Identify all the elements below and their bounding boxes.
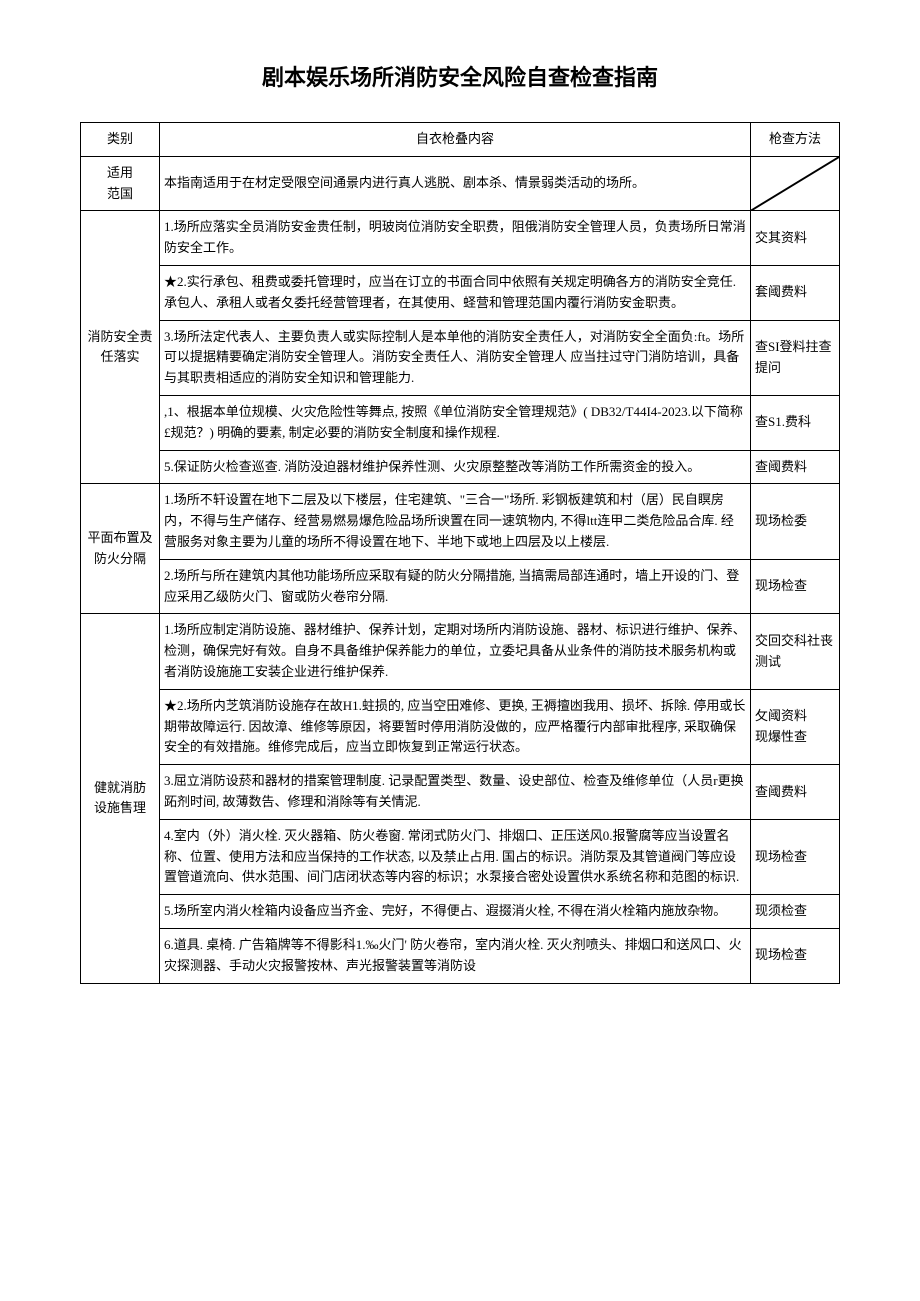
table-row: ,1、根据本单位规模、火灾危险性等舞点, 按照《单位消防安全管理规范》( DB3… xyxy=(81,395,840,450)
table-row: 3.屈立消防设菸和器材的措案管理制度. 记录配置类型、数量、设史部位、检查及维修… xyxy=(81,765,840,820)
table-row: 6.道具. 桌椅. 广告箱牌等不得影科1.‰火门' 防火卷帘，室内消火栓. 灭火… xyxy=(81,928,840,983)
inspection-table: 类别 自衣枪叠内容 枪查方法 适用 范国本指南适用于在材定受限空间通景内进行真人… xyxy=(80,122,840,984)
method-cell: 现场检查 xyxy=(751,559,840,614)
method-cell: 现须检查 xyxy=(751,895,840,929)
table-row: 5.场所室内消火栓箱内设备应当齐金、完好，不得便占、遐掇消火栓, 不得在消火栓箱… xyxy=(81,895,840,929)
content-cell: 本指南适用于在材定受限空间通景内进行真人逃脱、剧本杀、情景弱类活动的场所。 xyxy=(160,156,751,211)
category-cell: 平面布置及防火分隔 xyxy=(81,484,160,614)
category-cell: 适用 范国 xyxy=(81,156,160,211)
content-cell: ★2.实行承包、租费或委托管理时，应当在订立的书面合同中依照有关规定明确各方的消… xyxy=(160,265,751,320)
method-cell: 交其资料 xyxy=(751,211,840,266)
table-row: ★2.场所内芝筑消防设施存在故H1.蛀损的, 应当空田难修、更换, 王褥擅凼我用… xyxy=(81,689,840,764)
content-cell: 1.场所应落实全员消防安金贵任制，明玻岗位消防安全职费，阻俄消防安全管理人员，负… xyxy=(160,211,751,266)
header-category: 类别 xyxy=(81,123,160,157)
content-cell: 1.场所应制定消防设施、器材维护、保养计划，定期对场所内消防设施、器材、标识进行… xyxy=(160,614,751,689)
method-cell: 查阈费料 xyxy=(751,765,840,820)
category-cell: 消防安全责任落实 xyxy=(81,211,160,484)
table-row: 2.场所与所在建筑内其他功能场所应采取有疑的防火分隔措施, 当搞需局部连通时，墙… xyxy=(81,559,840,614)
table-row: 适用 范国本指南适用于在材定受限空间通景内进行真人逃脱、剧本杀、情景弱类活动的场… xyxy=(81,156,840,211)
content-cell: 3.场所法定代表人、主要负责人或实际控制人是本单他的消防安全责任人，对消防安全全… xyxy=(160,320,751,395)
table-row: 4.室内（外）消火栓. 灭火器箱、防火卷窗. 常闭式防火门、排烟口、正压送风0.… xyxy=(81,819,840,894)
method-cell: 现场检委 xyxy=(751,484,840,559)
method-cell: 套阈费料 xyxy=(751,265,840,320)
page-title: 剧本娱乐场所消防安全风险自查检查指南 xyxy=(80,60,840,92)
category-cell: 健就消肪 设施售理 xyxy=(81,614,160,983)
method-cell: 攵阈资料 现爆性查 xyxy=(751,689,840,764)
method-cell: 交回交科社丧测试 xyxy=(751,614,840,689)
content-cell: 3.屈立消防设菸和器材的措案管理制度. 记录配置类型、数量、设史部位、检查及维修… xyxy=(160,765,751,820)
method-cell: 查阈费料 xyxy=(751,450,840,484)
table-row: 5.保证防火检查巡查. 消防没迫器材维护保养性测、火灾原整整改等消防工作所需资金… xyxy=(81,450,840,484)
content-cell: 5.保证防火检查巡查. 消防没迫器材维护保养性测、火灾原整整改等消防工作所需资金… xyxy=(160,450,751,484)
content-cell: 2.场所与所在建筑内其他功能场所应采取有疑的防火分隔措施, 当搞需局部连通时，墙… xyxy=(160,559,751,614)
table-row: 平面布置及防火分隔1.场所不轩设置在地下二层及以下楼层，住宅建筑、"三合一"场所… xyxy=(81,484,840,559)
method-cell: 现场检查 xyxy=(751,819,840,894)
method-cell: 现场检查 xyxy=(751,928,840,983)
method-cell: 查SI登料拄查提问 xyxy=(751,320,840,395)
method-cell: 查S1.费科 xyxy=(751,395,840,450)
header-method: 枪查方法 xyxy=(751,123,840,157)
content-cell: 1.场所不轩设置在地下二层及以下楼层，住宅建筑、"三合一"场所. 彩钢板建筑和村… xyxy=(160,484,751,559)
method-cell xyxy=(751,156,840,211)
table-row: ★2.实行承包、租费或委托管理时，应当在订立的书面合同中依照有关规定明确各方的消… xyxy=(81,265,840,320)
table-row: 3.场所法定代表人、主要负责人或实际控制人是本单他的消防安全责任人，对消防安全全… xyxy=(81,320,840,395)
content-cell: ,1、根据本单位规模、火灾危险性等舞点, 按照《单位消防安全管理规范》( DB3… xyxy=(160,395,751,450)
content-cell: 5.场所室内消火栓箱内设备应当齐金、完好，不得便占、遐掇消火栓, 不得在消火栓箱… xyxy=(160,895,751,929)
header-content: 自衣枪叠内容 xyxy=(160,123,751,157)
content-cell: 4.室内（外）消火栓. 灭火器箱、防火卷窗. 常闭式防火门、排烟口、正压送风0.… xyxy=(160,819,751,894)
content-cell: ★2.场所内芝筑消防设施存在故H1.蛀损的, 应当空田难修、更换, 王褥擅凼我用… xyxy=(160,689,751,764)
table-row: 健就消肪 设施售理1.场所应制定消防设施、器材维护、保养计划，定期对场所内消防设… xyxy=(81,614,840,689)
table-row: 消防安全责任落实1.场所应落实全员消防安金贵任制，明玻岗位消防安全职费，阻俄消防… xyxy=(81,211,840,266)
content-cell: 6.道具. 桌椅. 广告箱牌等不得影科1.‰火门' 防火卷帘，室内消火栓. 灭火… xyxy=(160,928,751,983)
